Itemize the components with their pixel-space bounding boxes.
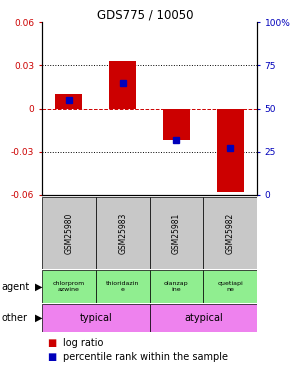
Text: thioridazin
e: thioridazin e	[106, 281, 139, 292]
Text: GSM25982: GSM25982	[226, 212, 235, 254]
Bar	[55, 94, 82, 108]
Bar	[150, 197, 203, 269]
Bar	[150, 270, 203, 303]
Text: atypical: atypical	[184, 313, 223, 323]
Text: GSM25980: GSM25980	[64, 212, 73, 254]
Bar	[42, 304, 150, 332]
Text: olanzap
ine: olanzap ine	[164, 281, 189, 292]
Bar	[42, 270, 96, 303]
Bar	[203, 197, 257, 269]
Text: GDS775 / 10050: GDS775 / 10050	[97, 8, 193, 21]
Text: agent: agent	[1, 282, 30, 291]
Text: ▶: ▶	[35, 282, 43, 291]
Text: GSM25981: GSM25981	[172, 212, 181, 254]
Bar	[203, 270, 257, 303]
Bar	[109, 61, 136, 108]
Text: GSM25983: GSM25983	[118, 212, 127, 254]
Bar	[96, 197, 150, 269]
Text: quetiapi
ne: quetiapi ne	[217, 281, 243, 292]
Text: percentile rank within the sample: percentile rank within the sample	[63, 352, 228, 362]
Text: ■: ■	[47, 352, 56, 362]
Text: ■: ■	[47, 338, 56, 348]
Text: other: other	[1, 313, 28, 323]
Bar	[217, 108, 244, 192]
Text: log ratio: log ratio	[63, 338, 103, 348]
Text: typical: typical	[79, 313, 112, 323]
Bar	[163, 108, 190, 140]
Text: ▶: ▶	[35, 313, 43, 323]
Bar	[96, 270, 150, 303]
Bar	[150, 304, 257, 332]
Bar	[42, 197, 96, 269]
Text: chlorprom
azwine: chlorprom azwine	[53, 281, 85, 292]
